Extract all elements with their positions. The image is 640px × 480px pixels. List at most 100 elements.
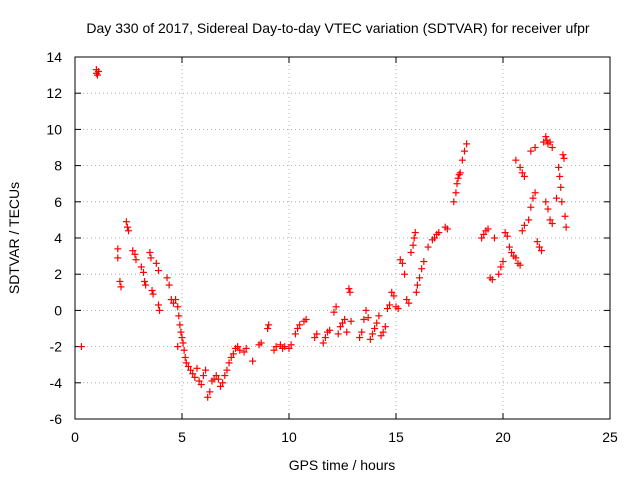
data-point <box>265 321 273 329</box>
data-point <box>368 330 376 338</box>
data-point <box>463 140 471 148</box>
data-point <box>330 308 338 316</box>
data-point <box>223 366 231 374</box>
data-point <box>137 263 145 271</box>
data-point <box>454 174 462 182</box>
data-point <box>488 276 496 284</box>
data-point <box>401 270 409 278</box>
y-tick-label: -6 <box>50 411 63 427</box>
data-point <box>311 334 319 342</box>
data-point <box>394 305 402 313</box>
y-tick-label: -4 <box>50 375 63 391</box>
data-point <box>558 198 566 206</box>
data-point <box>154 301 162 309</box>
data-point <box>375 312 383 320</box>
data-point <box>175 312 183 320</box>
data-point <box>123 223 131 231</box>
data-point <box>214 375 222 383</box>
data-point <box>383 305 391 313</box>
y-tick-label: 14 <box>46 49 62 65</box>
data-point <box>172 296 180 304</box>
data-point <box>381 323 389 331</box>
data-point <box>212 372 220 380</box>
y-tick-label: 2 <box>54 266 62 282</box>
data-point <box>533 238 541 246</box>
data-point <box>410 234 418 242</box>
data-point <box>184 363 192 371</box>
data-point <box>281 343 289 351</box>
data-point <box>319 339 327 347</box>
data-point <box>169 299 177 307</box>
data-series <box>77 66 570 401</box>
data-point <box>189 370 197 378</box>
grid-lines <box>75 57 610 419</box>
data-point <box>142 281 150 289</box>
data-point <box>531 144 539 151</box>
data-point <box>77 343 85 351</box>
data-point <box>546 138 554 146</box>
data-point <box>520 221 528 229</box>
data-point <box>377 332 385 340</box>
data-point <box>287 341 295 349</box>
data-point <box>334 330 342 338</box>
data-point <box>302 315 310 323</box>
data-point <box>285 344 293 352</box>
data-point <box>413 281 421 289</box>
data-point <box>182 359 190 367</box>
data-point <box>122 218 130 226</box>
data-point <box>516 163 524 171</box>
data-point <box>294 325 302 332</box>
x-tick-label: 5 <box>178 429 186 445</box>
y-tick-label: 6 <box>54 194 62 210</box>
data-point <box>544 205 552 213</box>
data-point <box>321 334 329 342</box>
data-point <box>249 357 257 365</box>
y-tick-label: 12 <box>46 85 62 101</box>
data-point <box>347 317 355 325</box>
data-point <box>424 243 432 251</box>
data-point <box>480 230 488 238</box>
data-point <box>527 147 535 155</box>
data-point <box>114 254 122 262</box>
data-point <box>356 334 364 342</box>
axis-ticks: 0 5 10 15 20 25 -6 -4 -2 0 2 4 6 8 10 12 14 <box>46 49 618 445</box>
data-point <box>553 194 560 202</box>
data-point <box>147 254 155 262</box>
data-point <box>257 339 265 347</box>
data-point <box>364 314 372 322</box>
data-point <box>193 364 201 372</box>
data-point <box>525 216 533 224</box>
data-point <box>407 248 415 256</box>
data-point <box>559 151 567 159</box>
data-point <box>484 225 492 233</box>
data-point <box>443 225 451 233</box>
x-tick-label: 10 <box>281 429 297 445</box>
data-point <box>386 301 394 309</box>
y-tick-label: 4 <box>54 230 62 246</box>
data-point <box>390 292 398 300</box>
chart-title: Day 330 of 2017, Sidereal Day-to-day VTE… <box>86 20 590 36</box>
data-point <box>264 325 272 332</box>
data-point <box>403 296 411 304</box>
data-point <box>114 245 122 253</box>
data-point <box>195 377 203 385</box>
data-point <box>272 343 280 351</box>
data-point <box>148 286 156 294</box>
data-point <box>116 277 124 285</box>
data-point <box>452 189 460 197</box>
data-point <box>542 198 550 206</box>
y-tick-label: -2 <box>50 339 63 355</box>
data-point <box>450 198 458 206</box>
data-point <box>163 274 171 282</box>
data-point <box>562 223 570 231</box>
data-point <box>174 303 182 311</box>
data-point <box>555 163 563 171</box>
data-point <box>117 283 125 291</box>
data-point <box>341 315 349 323</box>
data-point <box>360 315 368 323</box>
data-point <box>478 234 486 242</box>
data-point <box>125 227 132 235</box>
data-point <box>527 203 535 211</box>
data-point <box>240 348 248 356</box>
x-tick-label: 15 <box>388 429 404 445</box>
